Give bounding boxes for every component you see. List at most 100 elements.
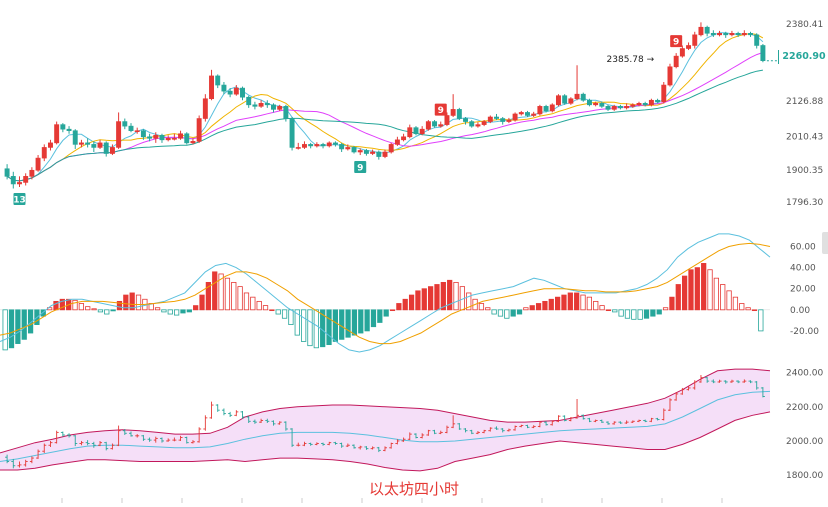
candle [469,120,475,128]
candle-body [283,106,289,119]
candle [605,104,611,111]
boll-ohlc-bar [531,425,536,429]
candle [667,63,673,87]
boll-tick-label: 2000.00 [786,437,823,447]
boll-ohlc-bar [277,421,282,425]
macd-histogram-bar [758,309,764,332]
boll-ohlc-bar [339,442,344,448]
macd-histogram-bar [301,309,307,342]
boll-tick-label: 1800.00 [786,471,823,481]
candle-body [29,169,35,177]
boll-ohlc-bar [302,441,307,447]
candle-body [339,144,345,150]
boll-ohlc-bar [463,428,468,433]
candle [339,142,345,152]
macd-histogram-bar [510,309,516,317]
candle [593,101,599,107]
candle [648,98,654,107]
candle-body [370,151,376,154]
macd-histogram-bar [218,273,224,311]
candle-body [35,157,41,171]
candle [60,123,66,133]
macd-histogram-bar [269,309,275,312]
macd-histogram-bar [453,281,459,311]
macd-histogram-bar [675,284,681,311]
boll-ohlc-bar [42,443,47,453]
candle [456,107,462,121]
macd-histogram-bar [726,290,732,311]
macd-histogram-bar [186,309,192,313]
candle-body [562,95,568,104]
panel-collapse-handle[interactable] [822,232,828,254]
candle-body [456,109,462,119]
candle [636,101,642,107]
candle-body [754,34,760,46]
candle [85,138,91,148]
candle-body [23,176,29,183]
candle [543,104,549,113]
macd-histogram-bar [466,292,472,311]
candle [103,141,109,157]
boll-ohlc-bar [606,421,611,425]
boll-ohlc-bar [698,374,703,383]
candle-body [512,113,518,121]
boll-ohlc-bar [680,387,685,395]
candle [432,120,438,128]
boll-ohlc-bar [290,428,295,447]
candle [240,86,245,101]
td-marker-label: 9 [357,164,363,174]
candle [642,101,648,107]
candle [661,82,667,104]
macd-histogram-bar [408,294,415,311]
candle-body [246,96,252,106]
macd-histogram-bar [40,309,46,317]
candle [264,100,270,108]
candle [159,133,165,143]
boll-ohlc-bar [575,399,580,419]
macd-histogram-bar [707,269,713,311]
candle-body [463,118,469,122]
boll-ohlc-bar [122,428,127,435]
boll-ohlc-bar [717,379,722,383]
candle [295,142,301,150]
candle-body [487,116,493,122]
boll-ohlc-bar [308,442,313,446]
candle-body [741,33,747,36]
boll-ohlc-bar [228,411,233,418]
boll-ohlc-bar [203,415,208,431]
candle [735,31,741,37]
candle-body [729,33,735,36]
candle [481,120,487,127]
candle-body [698,26,704,36]
boll-ohlc-bar [544,421,549,426]
candle-body [388,144,394,153]
macd-histogram-bar [567,292,573,311]
boll-ohlc-bar [159,437,164,443]
macd-histogram-bar [339,309,345,340]
candle-body [438,124,444,127]
candle-body [320,144,326,147]
macd-tick-label: 0.00 [790,306,810,316]
candle-body [147,136,153,139]
candle-body [450,109,456,116]
candle-body [221,84,227,92]
candle [407,124,413,139]
candle [283,104,289,122]
macd-histogram-bar [631,309,637,320]
boll-ohlc-bar [488,427,493,432]
candle [72,129,78,149]
candle [754,33,760,49]
candle-body [171,138,177,140]
price-pane: 13 9 9 9 2385.78 → [4,22,778,206]
candle-body [271,104,276,110]
candle-body [122,121,128,127]
candle-body [357,150,363,153]
boll-ohlc-bar [141,434,146,441]
macd-histogram-bar [180,309,186,314]
macd-histogram-bar [523,307,529,311]
boll-ohlc-bar [376,446,381,453]
candle-body [419,128,425,135]
boll-ohlc-bar [612,421,617,425]
macd-histogram-bar [351,309,358,336]
candle-body [494,116,499,119]
